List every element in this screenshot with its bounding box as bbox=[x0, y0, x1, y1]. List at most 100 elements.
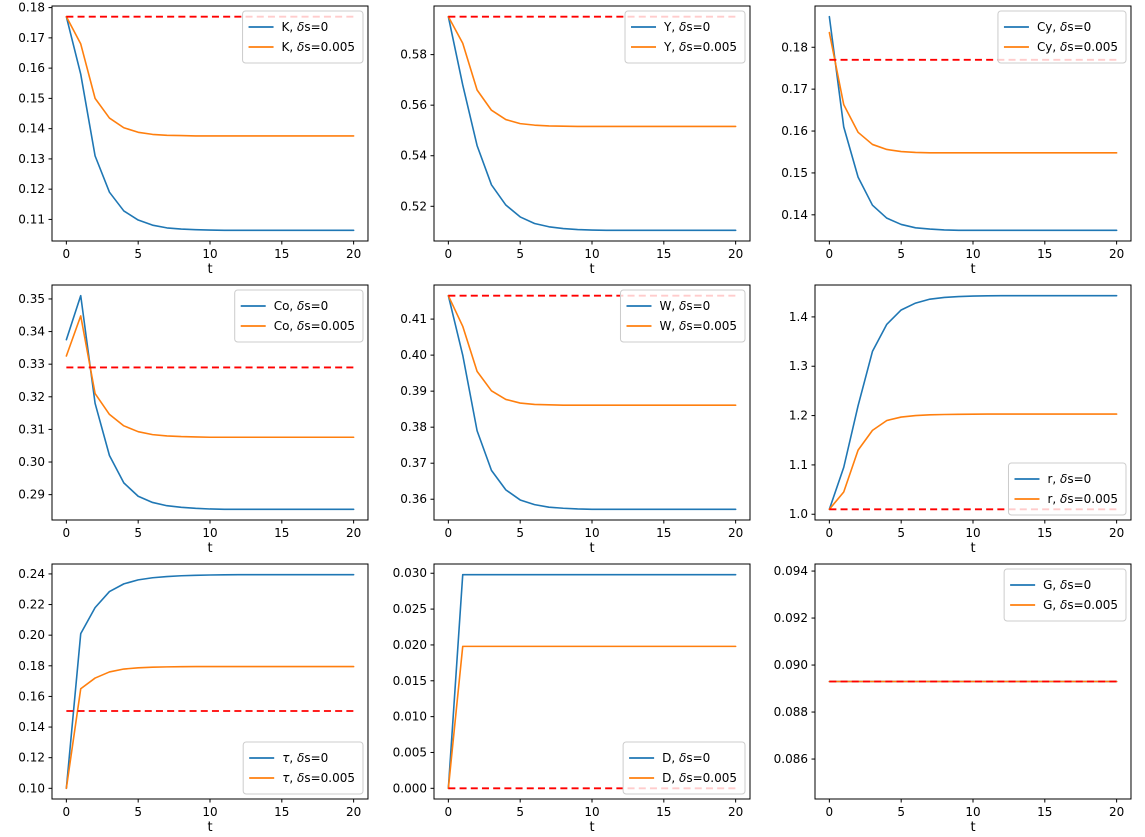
chart-K: 0 5 10 15 20 0.11 0.12 0.13 0.14 0.15 0.16 0.17 0.18… bbox=[18, 1, 369, 277]
x-tick-label: 5 bbox=[134, 247, 142, 261]
legend: G, δs=0 G, δs=0.005 bbox=[1003, 568, 1127, 622]
x-tick-label: 15 bbox=[274, 526, 289, 540]
x-tick-label: 0 bbox=[63, 526, 71, 540]
legend-box bbox=[1008, 462, 1127, 516]
subplot-τ: 0 5 10 15 20 0.10 0.12 0.14 0.16 0.18 0.20 0.22 0.24… bbox=[0, 558, 382, 837]
legend-label: τ, δs=0.005 bbox=[282, 771, 355, 785]
y-tick-label: 0.37 bbox=[400, 456, 427, 470]
y-tick-label: 0.16 bbox=[18, 61, 45, 75]
y-tick-label: 0.29 bbox=[18, 488, 45, 502]
x-tick-label: 5 bbox=[898, 526, 906, 540]
x-tick-label: 15 bbox=[656, 805, 671, 819]
y-tick-label: 0.18 bbox=[782, 40, 809, 54]
series-line-1 bbox=[65, 315, 355, 439]
x-tick-label: 20 bbox=[728, 247, 743, 261]
series-line-1 bbox=[65, 15, 355, 137]
legend-label: Co, δs=0.005 bbox=[274, 319, 355, 333]
y-tick-label: 0.39 bbox=[400, 384, 427, 398]
y-tick-label: 0.086 bbox=[774, 752, 808, 766]
y-tick-label: 0.16 bbox=[782, 124, 809, 138]
legend-label: G, δs=0 bbox=[1043, 578, 1091, 592]
y-tick-label: 1.0 bbox=[789, 507, 808, 521]
legend-box bbox=[242, 10, 364, 64]
y-tick-label: 0.14 bbox=[18, 122, 45, 136]
legend-box bbox=[1003, 568, 1127, 622]
y-tick-label: 0.36 bbox=[400, 492, 427, 506]
x-tick-label: 20 bbox=[1109, 247, 1124, 261]
x-tick-label: 15 bbox=[1038, 526, 1053, 540]
y-tick-label: 0.020 bbox=[392, 638, 426, 652]
x-tick-label: 5 bbox=[134, 526, 142, 540]
y-tick-label: 0.025 bbox=[392, 602, 426, 616]
series-line-0 bbox=[65, 294, 355, 511]
axes-spines bbox=[814, 5, 1132, 242]
y-tick-label: 0.30 bbox=[18, 455, 45, 469]
y-tick-label: 0.38 bbox=[400, 420, 427, 434]
y-tick-label: 0.32 bbox=[18, 390, 45, 404]
y-tick-label: 1.2 bbox=[789, 409, 808, 423]
legend: Cy, δs=0 Cy, δs=0.005 bbox=[997, 10, 1127, 64]
x-tick-label: 0 bbox=[63, 247, 71, 261]
legend-label: r, δs=0 bbox=[1048, 472, 1092, 486]
legend-label: r, δs=0.005 bbox=[1048, 492, 1119, 506]
y-tick-label: 0.12 bbox=[18, 751, 45, 765]
x-axis-label: t bbox=[589, 820, 594, 835]
legend: τ, δs=0 τ, δs=0.005 bbox=[242, 741, 364, 795]
legend-box bbox=[622, 741, 746, 795]
y-tick-label: 0.16 bbox=[18, 689, 45, 703]
x-tick-label: 20 bbox=[1109, 526, 1124, 540]
y-tick-label: 0.015 bbox=[392, 674, 426, 688]
x-axis-label: t bbox=[971, 820, 976, 835]
x-tick-label: 10 bbox=[584, 805, 599, 819]
x-tick-label: 20 bbox=[728, 805, 743, 819]
x-tick-label: 15 bbox=[656, 247, 671, 261]
x-axis-label: t bbox=[207, 262, 212, 277]
legend-label: τ, δs=0 bbox=[282, 751, 328, 765]
x-tick-label: 15 bbox=[1038, 247, 1053, 261]
legend-box bbox=[624, 10, 746, 64]
x-tick-label: 20 bbox=[728, 526, 743, 540]
x-axis-label: t bbox=[207, 820, 212, 835]
y-tick-label: 0.005 bbox=[392, 745, 426, 759]
x-tick-label: 0 bbox=[826, 805, 834, 819]
series-line-1 bbox=[828, 31, 1118, 154]
x-tick-label: 0 bbox=[444, 805, 452, 819]
y-tick-label: 0.10 bbox=[18, 781, 45, 795]
series-line-0 bbox=[65, 573, 355, 790]
series-line-0 bbox=[447, 15, 737, 232]
y-tick-label: 0.030 bbox=[392, 566, 426, 580]
x-tick-label: 15 bbox=[274, 805, 289, 819]
chart-W: 0 5 10 15 20 0.36 0.37 0.38 0.39 0.40 0.41 t W, δs=0… bbox=[400, 284, 751, 556]
subplot-Y: 0 5 10 15 20 0.52 0.54 0.56 0.58 t Y, δs=0 Y, δs=0.… bbox=[382, 0, 764, 279]
series-line-0 bbox=[447, 294, 737, 511]
x-tick-label: 10 bbox=[966, 805, 981, 819]
y-tick-label: 0.33 bbox=[18, 357, 45, 371]
x-tick-label: 20 bbox=[1109, 805, 1124, 819]
legend-label: Y, δs=0 bbox=[663, 20, 710, 34]
x-tick-label: 5 bbox=[898, 805, 906, 819]
x-tick-label: 15 bbox=[274, 247, 289, 261]
y-tick-label: 0.24 bbox=[18, 567, 45, 581]
x-tick-label: 0 bbox=[444, 526, 452, 540]
y-tick-label: 0.15 bbox=[18, 91, 45, 105]
x-tick-label: 0 bbox=[444, 247, 452, 261]
y-tick-label: 0.010 bbox=[392, 710, 426, 724]
chart-G: 0 5 10 15 20 0.086 0.088 0.090 0.092 0.094 t G, δs=… bbox=[774, 563, 1132, 835]
series-line-1 bbox=[447, 294, 737, 406]
series-line-0 bbox=[447, 573, 737, 790]
y-tick-label: 0.54 bbox=[400, 149, 427, 163]
axes-spines bbox=[814, 284, 1132, 521]
legend-label: D, δs=0 bbox=[662, 751, 710, 765]
x-tick-label: 15 bbox=[656, 526, 671, 540]
axes-spines bbox=[433, 284, 751, 521]
series-line-1 bbox=[828, 413, 1118, 511]
x-tick-label: 10 bbox=[966, 526, 981, 540]
y-tick-label: 0.094 bbox=[774, 564, 808, 578]
x-tick-label: 0 bbox=[826, 526, 834, 540]
legend: Y, δs=0 Y, δs=0.005 bbox=[624, 10, 746, 64]
y-tick-label: 0.12 bbox=[18, 182, 45, 196]
subplot-G: 0 5 10 15 20 0.086 0.088 0.090 0.092 0.094 t G, δs=… bbox=[763, 558, 1145, 837]
x-axis-label: t bbox=[971, 262, 976, 277]
